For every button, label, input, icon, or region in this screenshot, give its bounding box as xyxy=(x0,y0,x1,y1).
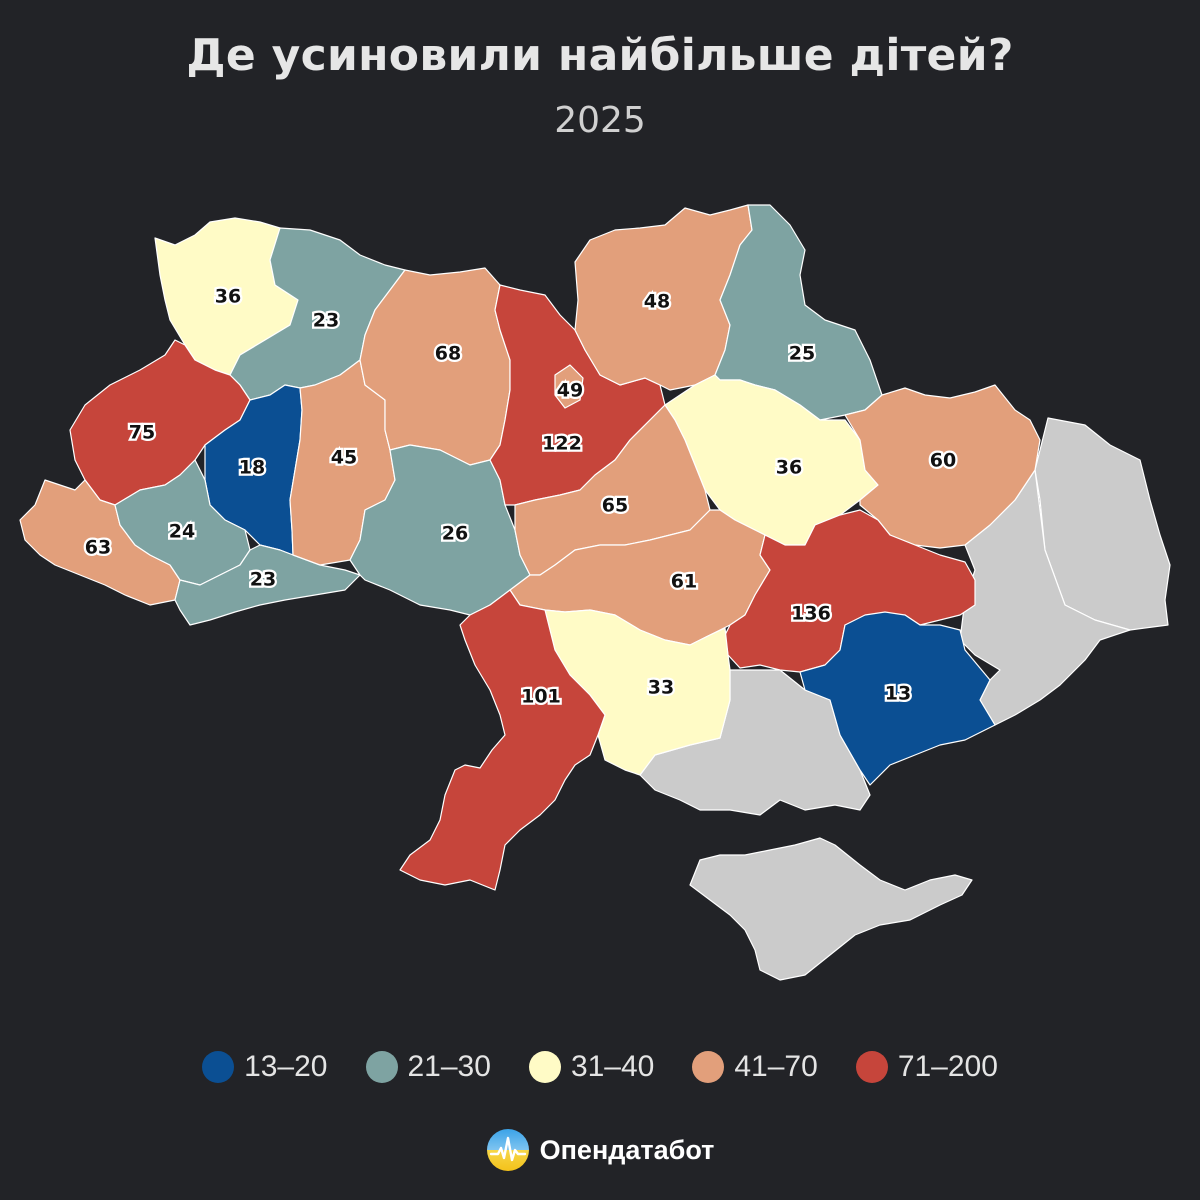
label-kharkiv: 60 xyxy=(930,450,956,472)
label-odesa: 101 xyxy=(521,686,561,708)
legend-label-31-40: 31–40 xyxy=(570,1050,655,1083)
opendatabot-logo-icon xyxy=(486,1129,529,1171)
label-zhytomyr: 68 xyxy=(435,343,461,365)
legend-item-31-40: 31–40 xyxy=(528,1050,655,1084)
legend-swatch-21-30 xyxy=(365,1051,398,1083)
label-lviv: 75 xyxy=(129,422,155,444)
label-rivne: 23 xyxy=(313,310,339,332)
label-cherkasy: 65 xyxy=(602,495,628,517)
label-mykolaiv: 33 xyxy=(648,677,674,699)
luhansk-region xyxy=(1034,417,1171,631)
label-volyn: 36 xyxy=(215,286,241,308)
label-vinnytsia: 26 xyxy=(442,523,468,545)
no-data-areas xyxy=(639,417,1171,981)
label-zaporizhzhia: 13 xyxy=(885,683,911,705)
legend-swatch-41-70 xyxy=(692,1051,725,1083)
region-odesa xyxy=(399,589,606,891)
label-ivano-frankivsk: 24 xyxy=(169,521,195,543)
legend-swatch-71-200 xyxy=(855,1051,888,1083)
value-labels: 36 23 75 18 63 24 23 45 68 26 122 49 48 … xyxy=(83,283,959,710)
label-khmelnytskyi: 45 xyxy=(331,447,357,469)
label-chernihiv: 48 xyxy=(644,291,670,313)
legend-item-21-30: 21–30 xyxy=(365,1050,491,1084)
crimea-region xyxy=(689,837,973,981)
label-kyiv-city: 49 xyxy=(557,380,583,402)
label-dnipropetrovsk: 136 xyxy=(791,603,831,625)
legend-item-41-70: 41–70 xyxy=(692,1050,818,1084)
legend-item-71-200: 71–200 xyxy=(855,1050,998,1084)
regions-layer xyxy=(19,204,1041,891)
region-kharkiv xyxy=(844,384,1041,549)
label-ternopil: 18 xyxy=(239,457,265,479)
map-subtitle: 2025 xyxy=(554,100,646,141)
legend-item-13-20: 13–20 xyxy=(202,1050,328,1084)
map-title: Де усиновили найбільше дітей? xyxy=(186,30,1014,81)
label-chernivtsi: 23 xyxy=(250,569,276,591)
label-poltava: 36 xyxy=(776,457,802,479)
legend-label-21-30: 21–30 xyxy=(407,1050,491,1083)
brand-name: Опендатабот xyxy=(539,1134,715,1165)
brand: Опендатабот xyxy=(0,1128,1200,1172)
region-kyiv-city xyxy=(554,364,584,409)
label-kyiv-oblast: 122 xyxy=(542,433,582,455)
label-zakarpattia: 63 xyxy=(85,537,111,559)
legend-swatch-31-40 xyxy=(528,1051,561,1083)
label-kirovohrad: 61 xyxy=(671,571,697,593)
legend-label-13-20: 13–20 xyxy=(244,1050,328,1083)
legend-swatch-13-20 xyxy=(202,1051,235,1083)
legend: 13–20 21–30 31–40 41–70 71–200 xyxy=(0,1050,1200,1084)
legend-label-41-70: 41–70 xyxy=(734,1050,818,1083)
label-sumy: 25 xyxy=(789,343,815,365)
region-zaporizhzhia xyxy=(799,611,996,786)
legend-label-71-200: 71–200 xyxy=(897,1050,998,1083)
